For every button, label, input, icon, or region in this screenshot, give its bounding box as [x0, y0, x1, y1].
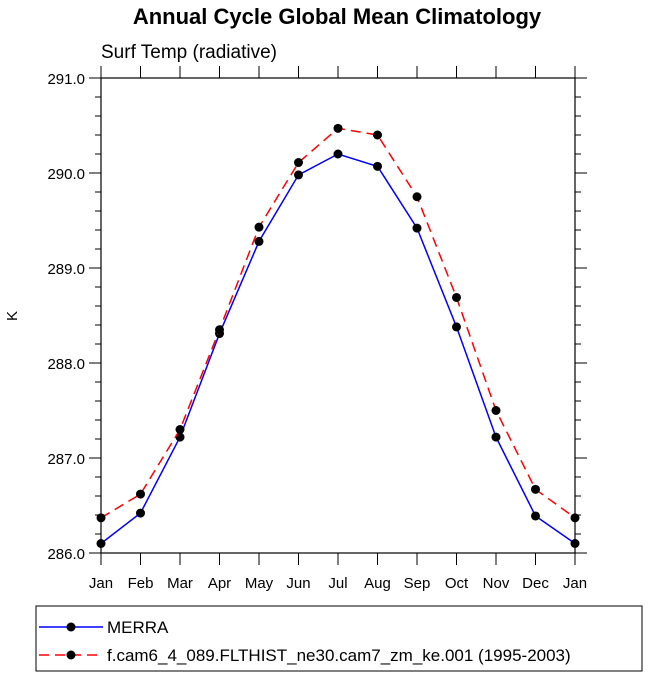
x-tick-label: Aug: [364, 575, 391, 592]
data-point: [531, 511, 540, 521]
data-point: [531, 484, 540, 494]
data-point: [373, 161, 382, 171]
chart-subtitle: Surf Temp (radiative): [101, 42, 277, 63]
x-tick-label: May: [245, 575, 274, 592]
chart-title: Annual Cycle Global Mean Climatology: [133, 4, 542, 29]
legend-marker: [66, 622, 76, 632]
plot-frame: [100, 77, 576, 554]
legend-label: MERRA: [107, 618, 169, 637]
x-tick-label: Jan: [89, 575, 113, 592]
y-tick-label: 291.0: [47, 71, 85, 88]
data-point: [452, 292, 461, 302]
data-point: [373, 130, 382, 140]
data-point: [215, 325, 224, 335]
data-point: [96, 513, 106, 523]
y-tick-label: 288.0: [47, 356, 85, 373]
data-point: [175, 432, 185, 442]
data-point: [254, 222, 264, 232]
data-point: [491, 406, 501, 415]
x-tick-label: Mar: [167, 575, 193, 592]
x-tick-label: Jun: [286, 575, 310, 592]
data-point: [570, 513, 580, 523]
data-point: [333, 123, 343, 133]
data-point: [136, 508, 145, 518]
legend-box: [35, 605, 643, 672]
legend-label: f.cam6_4_089.FLTHIST_ne30.cam7_zm_ke.001…: [107, 646, 571, 665]
x-tick-label: Dec: [522, 575, 549, 592]
data-point: [491, 432, 501, 442]
y-tick-label: 287.0: [47, 451, 85, 468]
x-tick-label: Oct: [445, 575, 469, 592]
x-tick-label: Apr: [208, 575, 231, 592]
y-axis-label: K: [4, 311, 21, 321]
data-point: [96, 539, 106, 548]
data-point: [294, 158, 303, 168]
data-point: [452, 322, 461, 332]
data-point: [175, 425, 185, 434]
data-point: [254, 236, 264, 246]
x-tick-label: Feb: [128, 575, 154, 592]
data-point: [136, 489, 145, 499]
legend: MERRA f.cam6_4_089.FLTHIST_ne30.cam7_zm_k…: [35, 605, 643, 672]
series-line-0: [100, 153, 576, 545]
y-tick-label: 286.0: [47, 546, 85, 563]
legend-marker: [66, 650, 76, 660]
series-line-1: [100, 127, 576, 519]
y-tick-label: 289.0: [47, 261, 85, 278]
y-tick-label: 290.0: [47, 166, 85, 183]
data-point: [333, 149, 343, 159]
x-tick-label: Sep: [404, 575, 431, 592]
data-point: [412, 223, 422, 233]
axis-ticks: 286.0 287.0 288.0 289.0 290.0 291.0 Jan Feb Mar A…: [47, 66, 587, 592]
x-tick-label: Jul: [328, 575, 347, 592]
series-layer: [96, 123, 580, 548]
x-tick-label: Jan: [563, 575, 587, 592]
data-point: [294, 170, 303, 180]
x-tick-label: Nov: [483, 575, 510, 592]
data-point: [570, 539, 580, 548]
data-point: [412, 192, 422, 202]
